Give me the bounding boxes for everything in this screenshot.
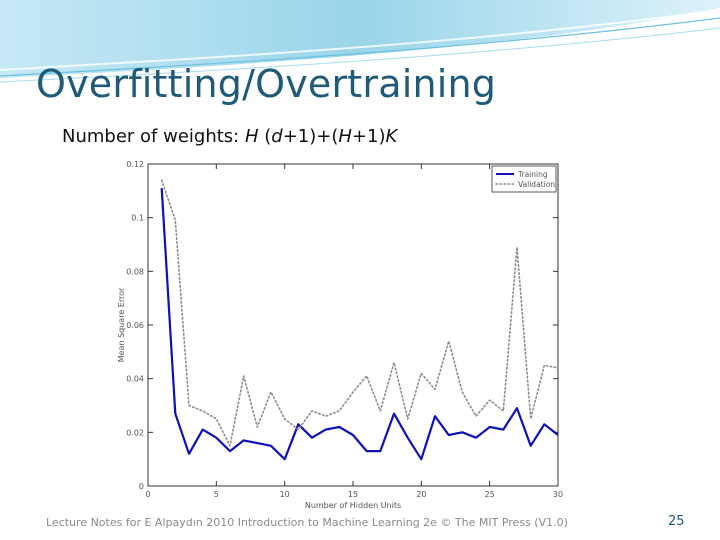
subtitle-var-k: K	[385, 126, 398, 147]
y-tick-label: 0.08	[126, 267, 144, 276]
subtitle-text-3: +1)	[351, 126, 386, 147]
subtitle-prefix: Number of weights:	[62, 126, 245, 147]
slide-title: Overfitting/Overtraining	[36, 62, 497, 106]
x-tick-label: 25	[485, 490, 495, 499]
series-line-training	[160, 188, 559, 461]
y-tick-label: 0.06	[126, 321, 144, 330]
legend-box	[491, 165, 557, 193]
x-tick-label: 20	[416, 490, 426, 499]
slide-subtitle: Number of weights: H (d+1)+(H+1)K	[62, 126, 397, 147]
x-tick-label: 15	[348, 490, 358, 499]
mse-chart: 0 0.02 0.04 0.06 0.08 0.1 0.12 0 5 10 15 20 25 30 Numb…	[117, 160, 563, 510]
footer-note: Lecture Notes for E Alpaydın 2010 Introd…	[46, 516, 568, 529]
y-tick-label: 0.04	[126, 375, 144, 384]
page-number: 25	[668, 514, 685, 529]
y-axis-label: Mean Square Error	[117, 287, 126, 362]
subtitle-text-1: (	[258, 126, 272, 147]
y-tick-label: 0.02	[126, 428, 144, 437]
series-line-validation	[160, 179, 559, 447]
y-tick-label: 0	[139, 482, 144, 491]
x-axis-label: Number of Hidden Units	[305, 501, 401, 510]
legend-label-validation: Validation	[518, 180, 555, 189]
x-tick-label: 5	[214, 490, 219, 499]
y-tick-label: 0.12	[126, 160, 144, 169]
plot-frame	[147, 163, 559, 487]
x-tick-label: 10	[280, 490, 290, 499]
subtitle-text-2: +1)+(	[282, 126, 339, 147]
legend-label-training: Training	[517, 170, 548, 179]
x-tick-label: 0	[145, 490, 150, 499]
subtitle-var-h2: H	[338, 126, 352, 147]
y-tick-label: 0.1	[131, 214, 144, 223]
subtitle-var-h: H	[244, 126, 259, 147]
subtitle-var-d: d	[271, 126, 283, 147]
header-wave-decoration	[0, 0, 720, 83]
x-tick-label: 30	[553, 490, 563, 499]
